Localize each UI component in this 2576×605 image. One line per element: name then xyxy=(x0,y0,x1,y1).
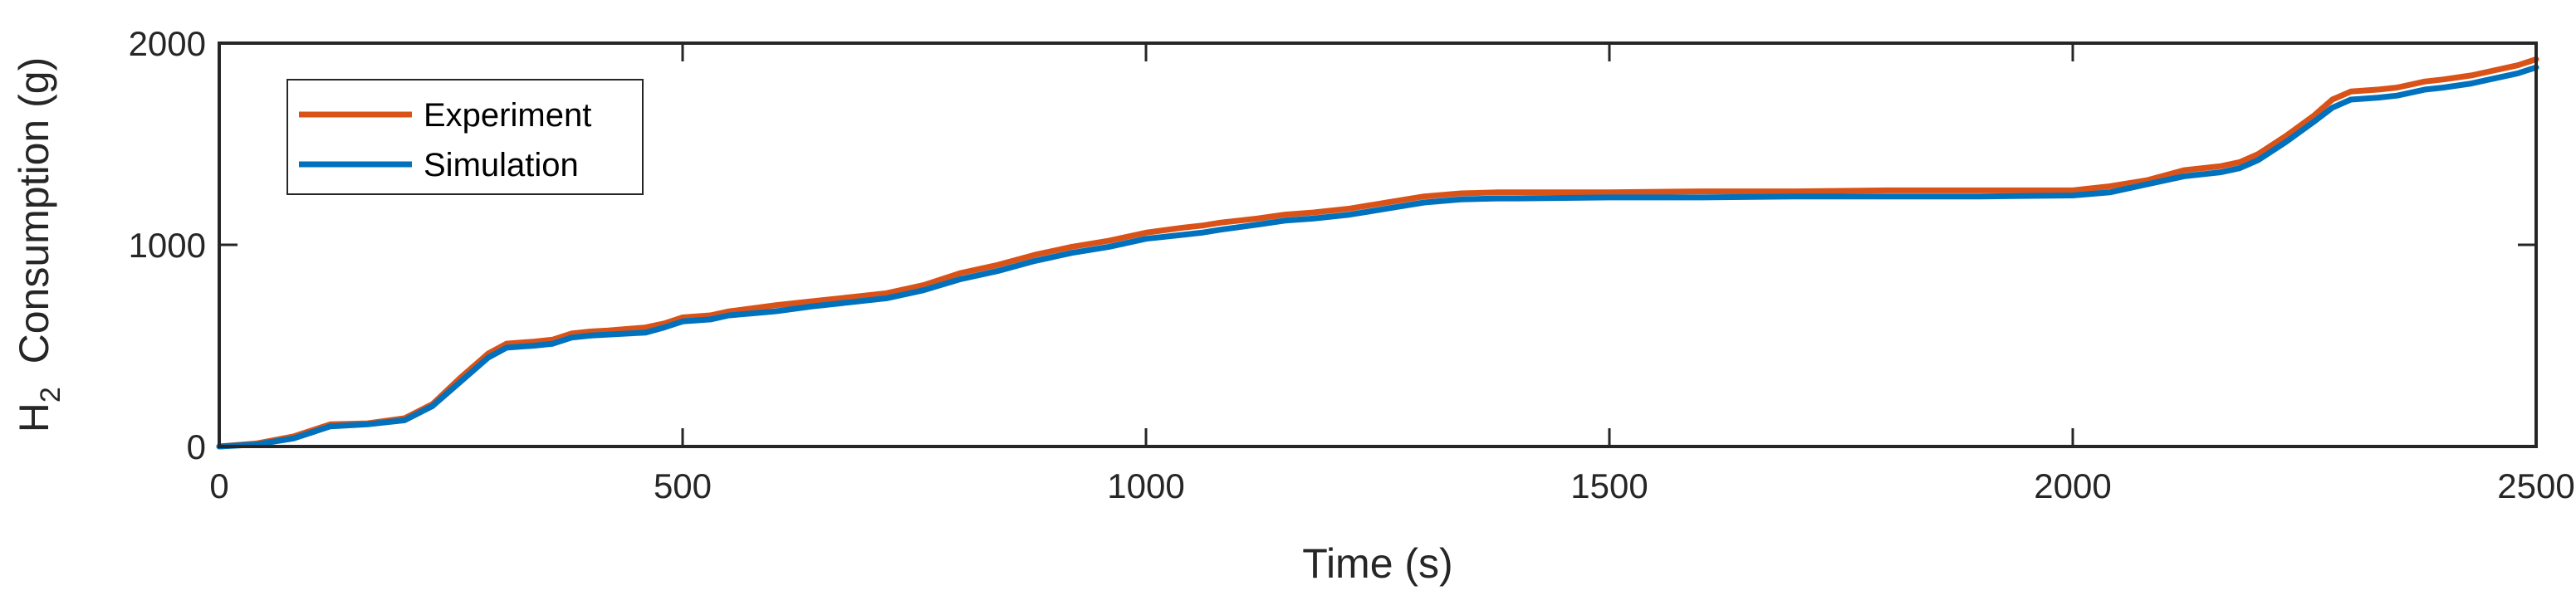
x-tick-label: 0 xyxy=(209,466,228,505)
legend-box xyxy=(286,79,644,195)
x-axis: 0 500 1000 1500 2000 2500 xyxy=(209,43,2575,505)
y-tick-label: 1000 xyxy=(129,226,206,265)
y-tick-label: 0 xyxy=(187,427,206,466)
x-tick-label: 1000 xyxy=(1107,466,1184,505)
series-layer xyxy=(216,56,2539,450)
y-axis-title-suffix: Consumption (g) xyxy=(11,57,57,387)
y-axis: 0 1000 2000 xyxy=(129,24,2536,466)
legend-label-experiment: Experiment xyxy=(424,97,591,134)
legend-label-simulation: Simulation xyxy=(424,147,579,183)
y-axis-title: H2 Consumption (g) xyxy=(11,57,66,432)
series-line-simulation xyxy=(216,64,2539,450)
x-tick-label: 500 xyxy=(654,466,712,505)
x-tick-label: 2500 xyxy=(2497,466,2574,505)
y-axis-title-prefix: H xyxy=(11,403,57,432)
y-axis-title-subscript: 2 xyxy=(35,387,66,403)
x-tick-label: 1500 xyxy=(1570,466,1648,505)
legend: Experiment Simulation xyxy=(286,79,644,195)
x-axis-title: Time (s) xyxy=(1302,540,1452,587)
y-tick-label: 2000 xyxy=(129,24,206,63)
x-tick-label: 2000 xyxy=(2034,466,2111,505)
series-line-experiment xyxy=(216,56,2539,450)
